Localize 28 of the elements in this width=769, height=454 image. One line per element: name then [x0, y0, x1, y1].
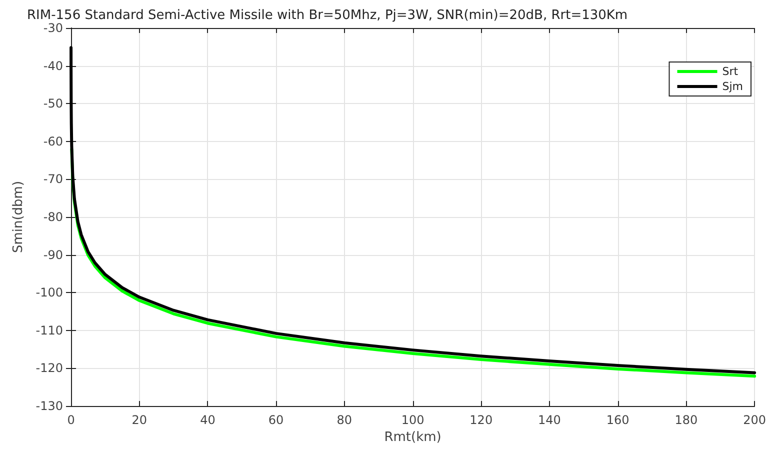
- x-tick-label: 160: [606, 413, 630, 427]
- y-tick-label: -70: [43, 172, 63, 186]
- x-tick-label: 180: [674, 413, 698, 427]
- y-tick-label: -120: [36, 361, 63, 376]
- y-tick-label: -90: [43, 248, 63, 262]
- legend-label: Srt: [722, 65, 739, 78]
- x-axis-title: Rmt(km): [384, 430, 442, 445]
- y-tick-label: -110: [36, 323, 63, 338]
- legend-label: Sjm: [722, 80, 744, 93]
- x-tick-label: 80: [336, 413, 352, 427]
- x-tick-label: 0: [67, 413, 75, 427]
- x-tick-label: 100: [401, 413, 424, 427]
- y-tick-label: -80: [43, 210, 63, 224]
- y-tick-label: -130: [36, 399, 63, 413]
- x-tick-label: 120: [470, 413, 493, 427]
- y-axis-title: Smin(dbm): [10, 180, 26, 254]
- x-tick-label: 200: [743, 413, 766, 427]
- y-tick-label: -40: [43, 58, 63, 73]
- y-tick-label: -60: [43, 134, 63, 148]
- x-tick-label: 20: [132, 413, 147, 427]
- x-tick-label: 140: [538, 413, 561, 427]
- chart-title: RIM-156 Standard Semi-Active Missile with Br=50Mhz, Pj=3W, SNR(min)=20dB, Rrt=130Km: [27, 8, 628, 23]
- x-tick-label: 40: [200, 413, 216, 427]
- line-series: [70, 46, 756, 374]
- x-tick-label: 60: [268, 413, 284, 427]
- y-tick-label: -50: [43, 96, 63, 111]
- y-tick-label: -100: [36, 286, 63, 300]
- y-tick-label: -30: [43, 21, 63, 35]
